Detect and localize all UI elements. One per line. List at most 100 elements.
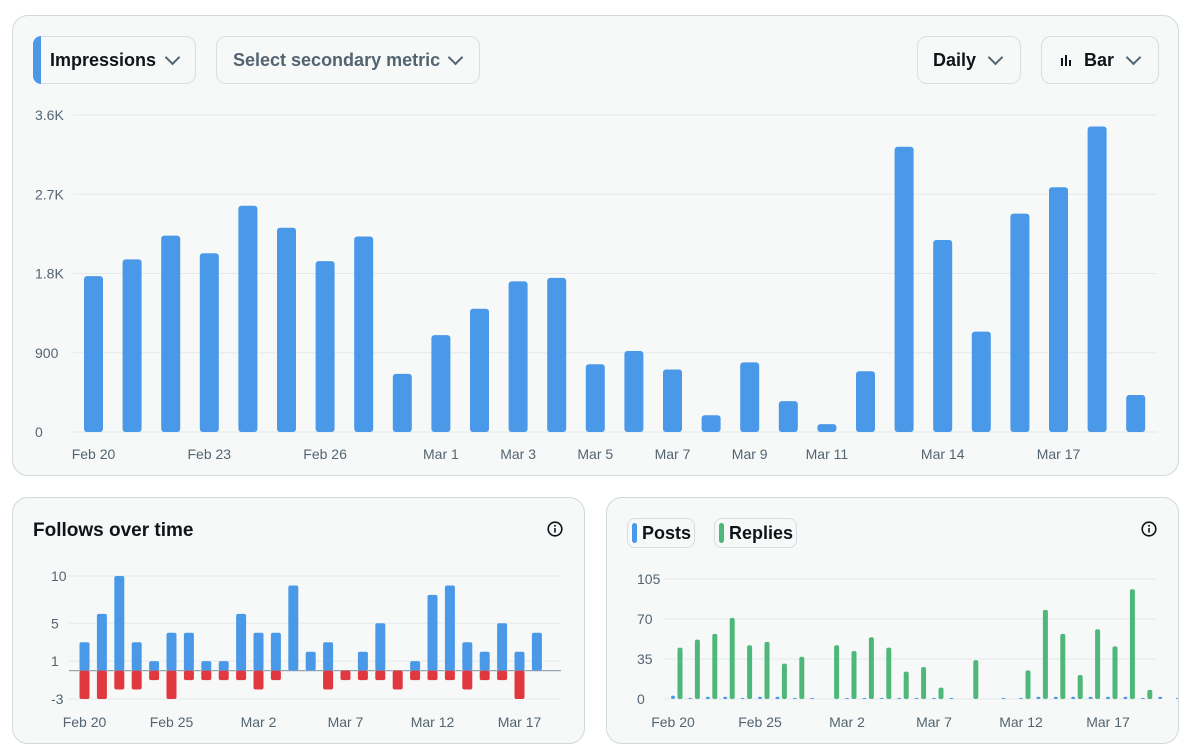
y-tick-label: 0 [35,424,43,440]
bar-replies [1095,629,1101,699]
x-tick-label: Feb 20 [651,714,695,730]
legend-replies-label: Replies [729,522,794,543]
bar-follows [427,594,438,671]
bar-posts [792,697,797,699]
bar-follows [253,632,264,671]
x-tick-label: Mar 1 [423,446,459,462]
bar-follows [462,642,473,671]
bar-posts [705,696,710,699]
legend-posts-swatch [632,523,637,543]
bar-follows [79,642,90,671]
bar-unfollows [497,670,508,681]
bar-follows [288,585,299,671]
bar-impressions [470,308,489,432]
bar-follows [479,651,490,671]
bar-unfollows [166,670,177,699]
bar-replies [1042,609,1048,699]
bar-unfollows [149,670,160,681]
bar-impressions [740,362,760,432]
legend-replies-swatch [719,523,724,543]
info-icon[interactable] [1141,521,1157,537]
bar-posts [1071,696,1076,699]
bar-impressions [122,259,142,432]
info-icon[interactable] [547,521,563,537]
bar-replies [868,637,874,699]
bar-replies [799,656,805,699]
bar-posts [723,696,728,699]
x-tick-label: Feb 23 [188,446,232,462]
bar-chart-icon [1061,55,1071,66]
bar-replies [938,687,944,699]
bar-posts [845,697,849,699]
bar-follows [270,632,281,671]
bar-posts [1123,696,1128,699]
x-tick-label: Mar 17 [498,714,542,730]
bar-posts [740,697,745,699]
bar-impressions [199,253,219,432]
bar-replies [886,647,892,699]
y-tick-label: 105 [637,571,661,587]
x-tick-label: Mar 7 [655,446,691,462]
bar-posts [671,695,675,699]
bar-unfollows [218,670,229,681]
x-tick-label: Feb 20 [63,714,107,730]
bar-posts [949,697,954,699]
follows-title: Follows over time [33,520,194,541]
bar-impressions [1087,126,1107,433]
bar-posts [1088,696,1093,699]
bar-impressions [315,261,335,432]
bar-follows [183,632,194,671]
x-tick-label: Feb 26 [303,446,347,462]
bar-replies [1025,670,1031,699]
bar-replies [973,660,979,699]
y-tick-label: 0 [637,691,645,707]
interval-select[interactable]: Daily [917,36,1021,84]
bar-posts [1019,697,1023,699]
bar-posts [758,696,762,699]
bar-follows [375,623,386,671]
legend-posts[interactable]: Posts [627,518,695,548]
bar-unfollows [340,670,351,681]
x-tick-label: Mar 7 [328,714,364,730]
bar-posts [1106,696,1110,699]
bar-follows [444,585,455,671]
bar-unfollows [410,670,421,681]
bar-posts [862,697,867,699]
chart-type-label: Bar [1084,49,1115,70]
bar-posts [879,697,884,699]
bar-replies [1112,646,1118,699]
bar-replies [834,645,840,699]
bar-unfollows [96,670,107,699]
bar-impressions [1049,187,1068,432]
bar-posts [775,696,780,699]
bar-follows [531,632,542,671]
bar-impressions [161,235,181,432]
bar-unfollows [323,670,334,690]
x-tick-label: Mar 14 [921,446,965,462]
bar-follows [236,613,247,671]
bar-unfollows [427,670,438,681]
bar-impressions [971,331,991,432]
bar-follows [201,661,212,671]
bar-follows [497,623,508,671]
bar-impressions [1126,395,1146,432]
x-tick-label: Mar 12 [999,714,1043,730]
bar-unfollows [114,670,125,690]
legend-replies[interactable]: Replies [714,518,797,548]
posts-replies-chart: 0 35 70 105 Feb 20 Feb 25 Mar 2 Mar 7 Mar 12 Mar … [637,571,1178,730]
bar-follows [357,651,368,671]
bar-unfollows [201,670,212,681]
follows-chart: -3 1 5 10 Feb 20 Feb 25 Mar 2 Mar 7 Mar 12 Mar 17 [51,568,561,730]
x-tick-label: Mar 2 [829,714,865,730]
bar-impressions [933,240,953,432]
bar-follows [166,632,177,671]
impressions-card: Impressions Select secondary metric Dail… [12,15,1179,476]
bar-follows [114,576,125,671]
chart-type-select[interactable]: Bar [1041,36,1159,84]
bar-impressions [894,146,914,432]
primary-metric-select[interactable]: Impressions [33,36,196,84]
bar-posts [1175,697,1178,699]
secondary-metric-select[interactable]: Select secondary metric [216,36,480,84]
bar-replies [851,651,857,699]
bar-follows [305,651,316,671]
